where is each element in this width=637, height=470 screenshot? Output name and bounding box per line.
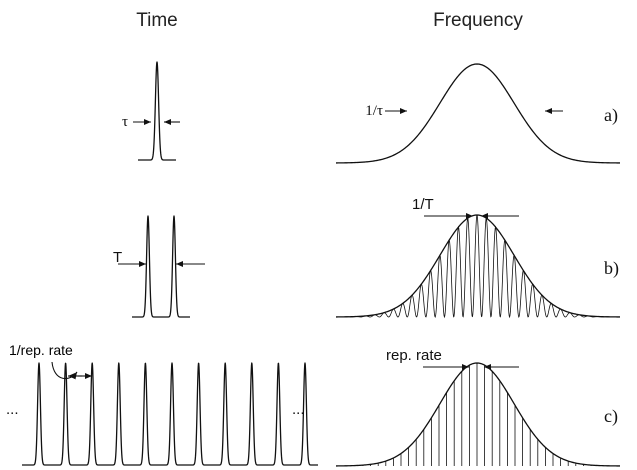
header-frequency: Frequency [433, 10, 523, 31]
gaussian-spectrum [335, 63, 620, 164]
tau-label: τ [122, 114, 128, 130]
inv-t-label: 1/T [412, 196, 434, 213]
panel-b: T 1/T b) [113, 196, 621, 319]
ellipsis-left: ... [6, 401, 19, 418]
double-pulse-time [131, 215, 191, 318]
panel-c: ... ... 1/rep. rate rep. rate c) [6, 342, 621, 467]
panel-label-b: b) [604, 258, 619, 279]
panel-label-a: a) [604, 105, 618, 126]
single-pulse-time [137, 61, 177, 161]
spectral-envelope-c [335, 362, 621, 467]
ellipsis-right: ... [292, 401, 305, 418]
rep-period-label: 1/rep. rate [9, 342, 73, 358]
frequency-comb-lines [339, 363, 615, 466]
interference-fringes [335, 215, 621, 319]
pulse-train-time [21, 362, 319, 466]
t-label: T [113, 249, 122, 266]
panel-a: τ 1/τ a) [122, 61, 620, 164]
header-time: Time [136, 10, 178, 31]
rep-rate-label: rep. rate [386, 347, 442, 364]
panel-label-c: c) [604, 406, 618, 427]
inv-tau-label: 1/τ [365, 103, 383, 119]
